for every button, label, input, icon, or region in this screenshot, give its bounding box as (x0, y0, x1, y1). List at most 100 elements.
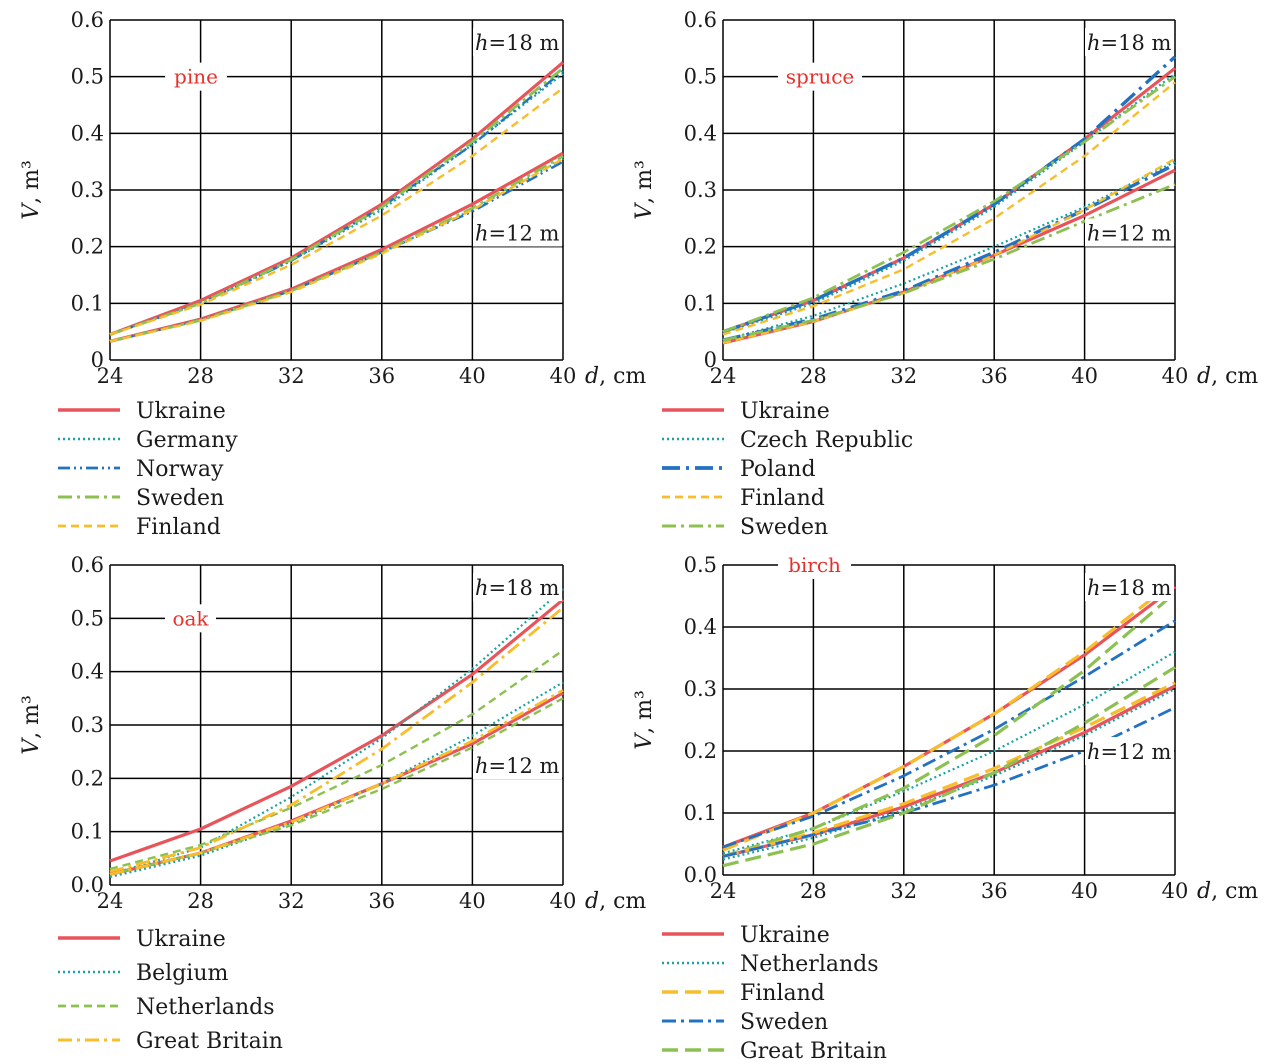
series-line-sweden-h12 (722, 183, 1176, 342)
height-label-bg (1085, 28, 1174, 56)
height-label-bg (473, 28, 562, 56)
species-label-bg (778, 551, 851, 579)
series-line-great-britain-h18 (722, 591, 1177, 858)
y-tick-label: 0.2 (684, 235, 717, 259)
y-tick-label: 0.0 (684, 863, 717, 887)
panel-pine: pine h=18 m h=12 m 0 0.1 0.2 0.3 0.4 0.5 0.6 24 28 3… (19, 8, 646, 540)
series-line-great-britain-h18 (109, 606, 564, 874)
x-axis-label: d, cm (585, 364, 646, 389)
species-label: spruce (786, 65, 855, 89)
y-tick-label: 0.4 (71, 121, 104, 145)
x-tick-label: 32 (890, 364, 917, 388)
series-line-sweden-h18 (109, 67, 564, 336)
y-tick-label: 0 (704, 348, 717, 372)
legend-label: Germany (136, 428, 238, 453)
legend-label: Netherlands (136, 995, 275, 1020)
y-tick-label: 0.3 (684, 178, 717, 202)
legend-label: Ukraine (136, 927, 226, 952)
y-tick-label: 0.1 (684, 801, 717, 825)
legend-label: Great Britain (740, 1039, 887, 1064)
height-label-bg (473, 218, 562, 247)
legend-label: Ukraine (740, 923, 830, 948)
height-label-18: h=18 m (1087, 31, 1172, 55)
y-tick-label: 0.2 (71, 235, 104, 259)
legend-label: Sweden (740, 515, 828, 540)
species-label-bg (778, 62, 862, 91)
y-tick-label: 0.6 (71, 8, 104, 32)
legend-label: Finland (740, 981, 825, 1006)
series-line-norway-h12 (109, 160, 564, 343)
series-line-finland-h12 (722, 157, 1176, 345)
series-line-great-britain-h12 (722, 665, 1176, 868)
x-tick-label: 40 (1162, 879, 1189, 903)
y-axis-label: V, m³ (632, 160, 657, 220)
height-label-bg (1085, 218, 1174, 247)
height-label-12: h=12 m (475, 222, 560, 246)
series-line-finland-h12 (722, 681, 1176, 858)
height-label-12: h=12 m (475, 754, 560, 778)
height-label-18: h=18 m (1087, 576, 1172, 600)
legend-label: Great Britain (136, 1029, 283, 1054)
legend-label: Netherlands (740, 952, 879, 977)
y-tick-label: 0.2 (71, 766, 104, 790)
x-tick-label: 40 (1071, 879, 1098, 903)
x-tick-label: 24 (97, 889, 124, 913)
series-line-belgium-h12 (109, 681, 564, 879)
x-tick-label: 32 (890, 879, 917, 903)
x-axis-label: d, cm (585, 889, 646, 914)
series-line-norway-h18 (109, 70, 564, 336)
y-tick-label: 0.5 (71, 606, 104, 630)
height-label-bg (1085, 573, 1174, 601)
y-tick-label: 0.3 (71, 178, 104, 202)
series-line-germany-h18 (109, 72, 564, 336)
x-tick-label: 40 (459, 364, 486, 388)
series-line-germany-h12 (109, 157, 564, 343)
legend-label: Czech Republic (740, 428, 913, 453)
series-line-sweden-h18 (722, 75, 1176, 334)
legend-label: Poland (740, 457, 816, 482)
panel-birch: birch h=18 m h=12 m 0.0 0.1 0.2 0.3 0.4 0.5 24 28 3… (632, 551, 1258, 1064)
species-label: birch (788, 553, 841, 577)
legend-label: Finland (136, 515, 221, 540)
legend-label: Ukraine (740, 399, 830, 424)
y-tick-label: 0.5 (71, 65, 104, 89)
x-tick-label: 36 (981, 879, 1008, 903)
series-line-czech-republic-h18 (722, 72, 1176, 334)
x-tick-label: 28 (187, 889, 214, 913)
x-axis-label: d, cm (1197, 879, 1258, 904)
y-tick-label: 0.4 (684, 615, 717, 639)
series-line-netherlands-h18 (109, 649, 564, 871)
y-axis-label: V, m³ (19, 160, 44, 220)
height-label-18: h=18 m (475, 31, 560, 55)
x-tick-label: 24 (710, 879, 737, 903)
y-tick-label: 0.5 (684, 553, 717, 577)
x-tick-label: 36 (981, 364, 1008, 388)
series-line-poland-h18 (722, 55, 1177, 334)
x-tick-label: 36 (368, 364, 395, 388)
x-tick-label: 40 (1162, 364, 1189, 388)
legend-label: Sweden (740, 1010, 828, 1035)
series-line-finland-h18 (722, 579, 1176, 852)
series-line-finland-h18 (722, 81, 1176, 336)
x-axis-label: d, cm (1197, 364, 1258, 389)
height-label-12: h=12 m (1087, 222, 1172, 246)
y-tick-label: 0.4 (684, 121, 717, 145)
panel-spruce: spruce h=18 m h=12 m 0 0.1 0.2 0.3 0.4 0.5 0.6 24 2… (632, 8, 1258, 540)
series-line-ukraine-h12 (109, 691, 564, 876)
series-line-ukraine-h18 (109, 598, 565, 863)
y-tick-label: 0.5 (684, 65, 717, 89)
legend-label: Norway (136, 457, 224, 482)
series-line-sweden-h18 (722, 619, 1176, 849)
panel-oak: oak h=18 m h=12 m 0.0 0.1 0.2 0.3 0.4 0.5 0.6 24 28… (19, 553, 646, 1054)
species-label: pine (174, 65, 218, 89)
x-tick-label: 36 (368, 889, 395, 913)
y-tick-label: 0 (91, 348, 104, 372)
height-label-bg (1085, 737, 1174, 765)
x-tick-label: 40 (459, 889, 486, 913)
y-tick-label: 0.0 (71, 873, 104, 897)
y-tick-label: 0.3 (684, 677, 717, 701)
y-tick-label: 0.1 (684, 291, 717, 315)
x-tick-label: 28 (187, 364, 214, 388)
series-line-netherlands-h18 (722, 650, 1176, 855)
